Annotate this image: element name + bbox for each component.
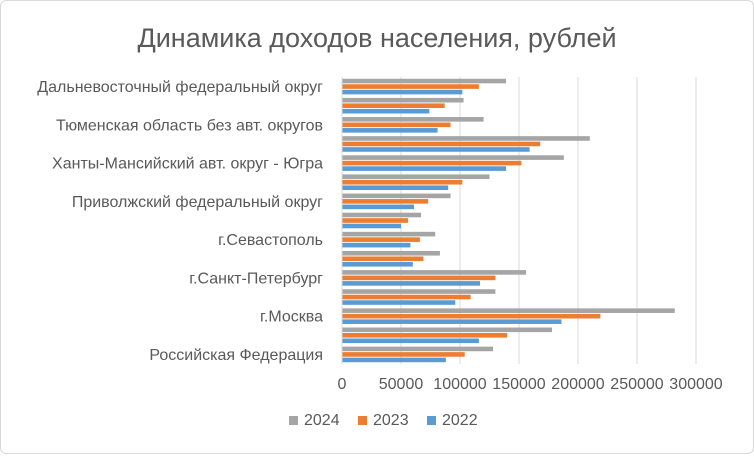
x-tick-label: 150000 <box>492 376 545 393</box>
category-label: г.Севастополь <box>218 232 323 249</box>
bar-2022 <box>342 108 430 114</box>
bar-2022 <box>342 223 401 229</box>
bar-2023 <box>342 294 471 300</box>
bar-2022 <box>342 147 530 152</box>
bar-2022 <box>342 281 481 286</box>
bar-2024 <box>342 327 553 333</box>
bar-2024 <box>342 174 490 180</box>
x-tick-labels: 0 50000 100000 150000 200000 250000 300000 <box>338 376 723 393</box>
bar-2023 <box>342 218 409 223</box>
bar-2023 <box>342 122 451 128</box>
legend: 2024 2023 2022 <box>289 412 478 429</box>
legend-label: 2023 <box>373 412 409 429</box>
bar-2023 <box>342 256 424 262</box>
legend-label: 2024 <box>304 412 340 429</box>
bar-2022 <box>342 242 411 248</box>
bar-2023 <box>342 179 463 185</box>
bar-2024 <box>342 78 507 84</box>
bar-2022 <box>342 166 507 171</box>
bar-2022 <box>342 185 449 191</box>
x-tick-label: 50000 <box>379 376 424 393</box>
bar-2024 <box>342 250 440 256</box>
bar-2024 <box>342 212 422 218</box>
bar-2022 <box>342 204 414 210</box>
legend-label: 2022 <box>442 412 478 429</box>
bar-2022 <box>342 261 413 267</box>
category-label: Приволжский федеральный округ <box>72 194 323 211</box>
legend-swatch <box>289 416 298 425</box>
bar-2024 <box>342 231 436 237</box>
x-tick-label: 200000 <box>551 376 604 393</box>
legend-item: 2023 <box>358 412 409 429</box>
bar-2024 <box>342 155 564 160</box>
x-tick-label: 100000 <box>433 376 486 393</box>
bar-2024 <box>342 289 496 294</box>
bar-2024 <box>342 117 484 122</box>
legend-item: 2022 <box>427 412 478 429</box>
bar-2024 <box>342 308 675 313</box>
bar-2023 <box>342 313 601 319</box>
bar-2023 <box>342 199 429 204</box>
legend-item: 2024 <box>289 412 340 429</box>
bar-2024 <box>342 193 451 199</box>
chart-title: Динамика доходов населения, рублей <box>137 23 616 53</box>
x-tick-label: 250000 <box>610 376 663 393</box>
bar-2022 <box>342 357 446 363</box>
bar-2023 <box>342 84 479 89</box>
category-label: Тюменская область без авт. округов <box>56 117 323 134</box>
category-label: г.Москва <box>260 309 323 326</box>
bar-2023 <box>342 275 496 281</box>
bar-2022 <box>342 89 463 95</box>
category-label: Российская Федерация <box>149 347 323 364</box>
bar-2023 <box>342 237 420 242</box>
bar-2024 <box>342 270 527 275</box>
bar-2023 <box>342 103 445 108</box>
bar-2022 <box>342 128 438 133</box>
bar-2022 <box>342 319 562 324</box>
bar-2023 <box>342 333 508 338</box>
bar-2024 <box>342 346 494 352</box>
bar-2023 <box>342 160 522 166</box>
x-tick-label: 0 <box>338 376 347 393</box>
bar-2022 <box>342 300 456 305</box>
bar-2023 <box>342 141 541 147</box>
bar-2024 <box>342 136 590 141</box>
bar-2023 <box>342 352 465 357</box>
legend-swatch <box>358 416 367 425</box>
category-label: г.Санкт-Петербург <box>189 270 323 287</box>
bar-2024 <box>342 97 464 103</box>
bars <box>341 77 675 364</box>
legend-swatch <box>427 416 436 425</box>
category-label: Ханты-Мансийский авт. округ - Югра <box>52 156 323 173</box>
category-labels: Российская Федерация г.Москва г.Санкт-Пете… <box>37 79 323 364</box>
x-tick-label: 300000 <box>669 376 722 393</box>
bar-2022 <box>342 338 479 344</box>
category-label: Дальневосточный федеральный округ <box>37 79 323 96</box>
